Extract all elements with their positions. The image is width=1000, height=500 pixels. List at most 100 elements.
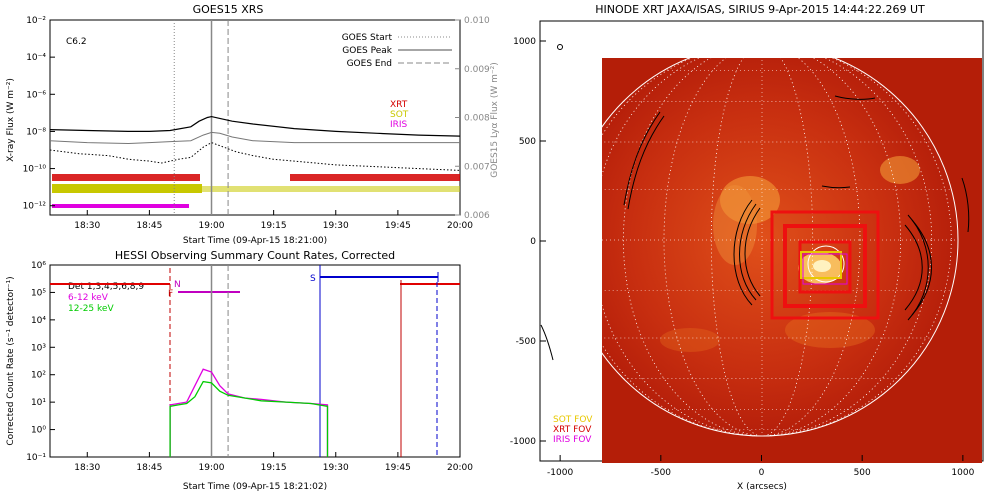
active-region-core — [813, 260, 831, 272]
hessi-y-tick-label: 10³ — [31, 343, 46, 353]
hessi-12-25kev-line — [169, 380, 329, 457]
xrt-image — [602, 58, 970, 437]
goes-xrs-panel: GOES15 XRS C6.2 GOES Start GOES Peak GOE… — [6, 3, 500, 246]
goes-y2-tick-label: 0.006 — [464, 211, 490, 221]
hessi-marker-f: F — [168, 289, 173, 299]
iris-fov-box — [802, 253, 848, 285]
xrt-image-panel: HINODE XRT JAXA/ISAS, SIRIUS 9-Apr-2015 … — [510, 3, 984, 492]
contour-nw-limb-2 — [627, 115, 665, 210]
goes-title: GOES15 XRS — [193, 3, 264, 16]
goes-y2-tick-label: 0.009 — [464, 65, 490, 75]
magnetic-contours — [623, 95, 970, 321]
goes-y2-tick-label: 0.008 — [464, 114, 490, 124]
xrt-x-tick-label: -500 — [651, 468, 672, 478]
iris-coverage-bar — [52, 204, 189, 208]
hessi-x-tick-label: 18:30 — [74, 463, 100, 473]
sot-coverage-bar-early — [52, 184, 202, 193]
xrt-y-tick-label: -1000 — [510, 437, 536, 447]
xrt-x-tick-label: -1000 — [547, 468, 573, 478]
contour-west-2 — [739, 203, 757, 301]
contour-n — [821, 185, 851, 189]
hessi-title: HESSI Observing Summary Count Rates, Cor… — [115, 249, 395, 262]
active-region-glow-w — [713, 185, 757, 265]
goes-legend-start: GOES Start — [342, 33, 393, 43]
xrt-x-tick-label: 1000 — [951, 468, 974, 478]
contour-east-3 — [904, 224, 923, 311]
hessi-panel: HESSI Observing Summary Count Rates, Cor… — [6, 249, 473, 492]
goes-y-tick-label: 10⁻¹² — [23, 202, 47, 212]
goes-x-tick-label: 19:30 — [323, 221, 349, 231]
goes-ylabel: X-ray Flux (W m⁻²) — [6, 78, 16, 162]
sot-coverage-bar-late — [202, 186, 460, 192]
goes-y-tick-label: 10⁻⁴ — [26, 53, 46, 63]
active-region-glow-nw — [720, 176, 780, 224]
hessi-y-tick-label: 10⁻¹ — [26, 453, 46, 463]
hessi-legend-6-12kev: 6-12 keV — [68, 293, 109, 303]
xrt-y-tick-label: -500 — [516, 337, 537, 347]
grid-longitude-line — [663, 58, 861, 437]
hessi-y-tick-label: 10⁰ — [31, 426, 46, 436]
active-region-glow-s — [785, 312, 875, 348]
goes-y2-tick-label: 0.007 — [464, 162, 490, 172]
contour-east-2 — [911, 219, 932, 316]
xrt-fov-medium — [783, 224, 867, 308]
xrt-y-tick-label: 1000 — [513, 37, 536, 47]
hessi-x-tick-label: 18:45 — [136, 463, 162, 473]
goes-y-tick-label: 10⁻² — [26, 16, 46, 26]
hessi-x-tick-label: 19:15 — [261, 463, 287, 473]
hessi-6-12kev-line — [169, 368, 329, 457]
xrt-legend-sot: SOT FOV — [553, 415, 593, 425]
goes-legend-end: GOES End — [347, 59, 392, 69]
xrt-legend-xrt: XRT FOV — [553, 425, 592, 435]
hessi-detectors-label: Det 1,3,4,5,6,8,9 — [68, 282, 144, 292]
goes-y-tick-label: 10⁻⁶ — [26, 90, 46, 100]
xrt-legend-iris: IRIS FOV — [553, 435, 592, 445]
hessi-state-bars — [50, 265, 460, 457]
xrt-coverage-bar-early — [52, 174, 200, 181]
goes-coverage-bars — [52, 174, 460, 208]
goes-lya-line — [49, 131, 460, 145]
hessi-x-tick-label: 20:00 — [447, 463, 473, 473]
off-disk-contour-west — [540, 324, 554, 361]
contour-nw-limb — [623, 111, 661, 206]
hessi-xlabel: Start Time (09-Apr-15 18:21:02) — [183, 482, 327, 492]
xrt-y-tick-label: 0 — [530, 237, 536, 247]
hessi-y-tick-label: 10⁴ — [31, 316, 46, 326]
goes-x-tick-label: 20:00 — [447, 221, 473, 231]
goes-x-tick-label: 18:30 — [74, 221, 100, 231]
active-region-glow-sw — [660, 328, 720, 352]
grid-longitude-line — [602, 58, 932, 437]
hessi-y-tick-label: 10¹ — [31, 398, 46, 408]
goes-y-tick-label: 10⁻¹⁰ — [23, 165, 47, 175]
hessi-legend-12-25kev: 12-25 keV — [68, 304, 114, 314]
off-disk-marker — [557, 44, 563, 50]
coverage-label-iris: IRIS — [390, 120, 408, 130]
hessi-x-tick-label: 19:30 — [323, 463, 349, 473]
goes-long-channel-line — [49, 115, 461, 137]
xrt-fov-large — [770, 210, 880, 320]
goes-x-tick-label: 18:45 — [136, 221, 162, 231]
hessi-x-tick-label: 19:00 — [199, 463, 225, 473]
grid-longitude-line — [710, 58, 814, 437]
xrt-coverage-bar-late — [290, 174, 460, 181]
hessi-plot-frame — [49, 264, 461, 458]
xrt-title: HINODE XRT JAXA/ISAS, SIRIUS 9-Apr-2015 … — [595, 3, 925, 16]
goes-x-tick-label: 19:00 — [199, 221, 225, 231]
contour-west-1 — [733, 199, 753, 306]
xrt-x-tick-label: 0 — [759, 468, 765, 478]
goes-y-tick-label: 10⁻⁸ — [26, 127, 46, 137]
goes-x-tick-label: 19:15 — [261, 221, 287, 231]
goes-y2label: GOES15 Lyα Flux (W m⁻²) — [490, 62, 500, 178]
xrt-xlabel: X (arcsecs) — [737, 482, 787, 492]
hessi-marker-s: S — [310, 274, 316, 284]
active-region-glow-e — [880, 156, 920, 184]
goes-x-tick-label: 19:45 — [385, 221, 411, 231]
goes-legend: GOES Start GOES Peak GOES End — [342, 33, 452, 69]
hessi-y-tick-label: 10⁶ — [31, 261, 46, 271]
contour-west-3 — [744, 207, 761, 297]
hessi-y-tick-label: 10² — [31, 371, 46, 381]
coverage-label-xrt: XRT — [390, 100, 408, 110]
solar-limb — [602, 58, 959, 437]
hessi-marker-n: N — [174, 280, 181, 290]
